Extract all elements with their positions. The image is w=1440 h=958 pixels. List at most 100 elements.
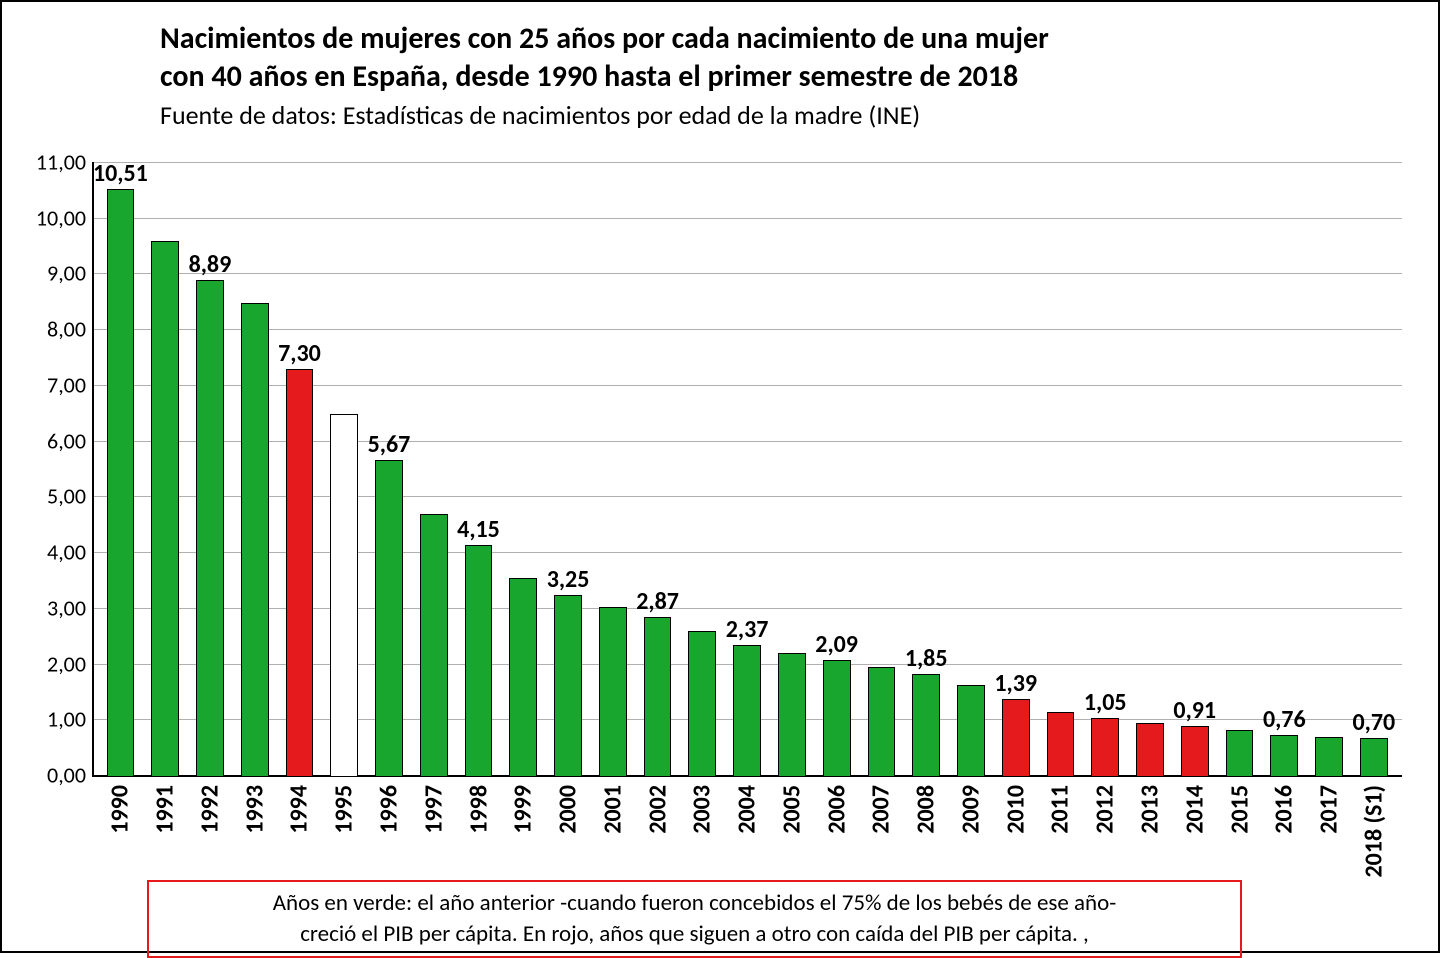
y-tick-label: 5,00	[47, 483, 94, 510]
chart-subtitle: Fuente de datos: Estadísticas de nacimie…	[160, 99, 1398, 131]
x-tick-label: 2008	[912, 785, 941, 834]
x-tick-label: 1998	[464, 785, 493, 834]
bar: 2,87	[644, 617, 672, 777]
bar-value-label: 7,30	[278, 339, 321, 370]
x-tick-label: 2007	[867, 785, 896, 834]
bar-slot: 1997	[411, 162, 456, 777]
bar: 5,67	[375, 460, 403, 777]
bar: 0,76	[1270, 735, 1298, 777]
bar-slot: 4,151998	[456, 162, 501, 777]
bar-slot: 1,052012	[1083, 162, 1128, 777]
bar	[688, 631, 716, 777]
bar-slot: 1995	[322, 162, 367, 777]
bar: 1,39	[1002, 699, 1030, 777]
bar-slot: 1,852008	[904, 162, 949, 777]
bar: 7,30	[286, 369, 314, 777]
bar-slot: 2,092006	[814, 162, 859, 777]
bar-slot: 1993	[232, 162, 277, 777]
bar	[509, 578, 537, 777]
x-tick-label: 2010	[1001, 785, 1030, 834]
bar: 3,25	[554, 595, 582, 777]
bar	[151, 241, 179, 777]
bar-slot: 3,252000	[546, 162, 591, 777]
bar-slot: 2,372004	[725, 162, 770, 777]
x-tick-label: 2013	[1135, 785, 1164, 834]
y-tick-label: 10,00	[36, 204, 94, 231]
bar-slot: 2001	[590, 162, 635, 777]
bar-value-label: 2,09	[815, 630, 858, 661]
title-block: Nacimientos de mujeres con 25 años por c…	[160, 20, 1398, 131]
x-tick-label: 1992	[195, 785, 224, 834]
bar-value-label: 2,37	[726, 615, 769, 646]
bar-value-label: 0,76	[1263, 705, 1306, 736]
y-tick-label: 3,00	[47, 594, 94, 621]
bar-slot: 2007	[859, 162, 904, 777]
y-tick-label: 11,00	[36, 149, 94, 176]
y-tick-label: 4,00	[47, 539, 94, 566]
bar	[1047, 712, 1075, 777]
bar: 1,05	[1091, 718, 1119, 777]
chart-title: Nacimientos de mujeres con 25 años por c…	[160, 20, 1398, 95]
x-tick-label: 2009	[956, 785, 985, 834]
bar-slot: 2013	[1128, 162, 1173, 777]
bar-slot: 8,891992	[188, 162, 233, 777]
legend-line-2: creció el PIB per cápita. En rojo, años …	[300, 920, 1089, 948]
title-line-2: con 40 años en España, desde 1990 hasta …	[160, 58, 1018, 95]
legend-line-1: Años en verde: el año anterior -cuando f…	[273, 889, 1117, 917]
x-tick-label: 2006	[822, 785, 851, 834]
y-tick-label: 9,00	[47, 260, 94, 287]
bar: 8,89	[196, 280, 224, 777]
bar-slot: 1,392010	[993, 162, 1038, 777]
bar-slot: 2011	[1038, 162, 1083, 777]
bar-value-label: 0,91	[1173, 696, 1216, 727]
bar-slot: 7,301994	[277, 162, 322, 777]
bar-slot: 0,912014	[1172, 162, 1217, 777]
bar	[599, 607, 627, 777]
y-tick-label: 0,00	[47, 762, 94, 789]
bar	[241, 303, 269, 777]
bar: 2,37	[733, 645, 761, 778]
x-tick-label: 1991	[151, 785, 180, 834]
x-tick-label: 1993	[240, 785, 269, 834]
bar-slot: 10,511990	[98, 162, 143, 777]
bar-value-label: 0,70	[1352, 708, 1395, 739]
x-tick-label: 2014	[1180, 785, 1209, 834]
bar	[420, 514, 448, 777]
bar	[330, 414, 358, 777]
chart-frame: Nacimientos de mujeres con 25 años por c…	[0, 0, 1440, 953]
x-tick-label: 1996	[374, 785, 403, 834]
bar-slot: 2003	[680, 162, 725, 777]
x-tick-label: 2015	[1225, 785, 1254, 834]
bar-slot: 0,762016	[1262, 162, 1307, 777]
y-tick-label: 7,00	[47, 371, 94, 398]
bar	[1136, 723, 1164, 777]
bar-value-label: 5,67	[368, 430, 411, 461]
bar-slot: 2015	[1217, 162, 1262, 777]
y-tick-label: 6,00	[47, 427, 94, 454]
x-tick-label: 2011	[1046, 785, 1075, 834]
bar-slot: 2017	[1307, 162, 1352, 777]
bar-value-label: 10,51	[93, 159, 148, 190]
plot-area: 0,001,002,003,004,005,006,007,008,009,00…	[92, 162, 1402, 777]
bar-slot: 2,872002	[635, 162, 680, 777]
bar-value-label: 1,05	[1084, 688, 1127, 719]
bar-slot: 2005	[769, 162, 814, 777]
bar-slot: 1999	[501, 162, 546, 777]
bar: 2,09	[823, 660, 851, 777]
legend-note-box: Años en verde: el año anterior -cuando f…	[147, 880, 1242, 958]
bar: 1,85	[912, 674, 940, 777]
bar: 10,51	[107, 189, 135, 777]
x-tick-label: 2000	[554, 785, 583, 834]
bar	[868, 667, 896, 777]
bars-container: 10,51199019918,89199219937,30199419955,6…	[92, 162, 1402, 777]
x-tick-label: 1997	[419, 785, 448, 834]
x-tick-label: 1990	[106, 785, 135, 834]
y-tick-label: 1,00	[47, 706, 94, 733]
x-tick-label: 2018 (S1)	[1359, 785, 1388, 878]
bar	[1315, 737, 1343, 777]
bar-value-label: 3,25	[547, 565, 590, 596]
bar	[957, 685, 985, 777]
x-tick-label: 1999	[509, 785, 538, 834]
x-tick-label: 2003	[688, 785, 717, 834]
bar-slot: 0,702018 (S1)	[1351, 162, 1396, 777]
